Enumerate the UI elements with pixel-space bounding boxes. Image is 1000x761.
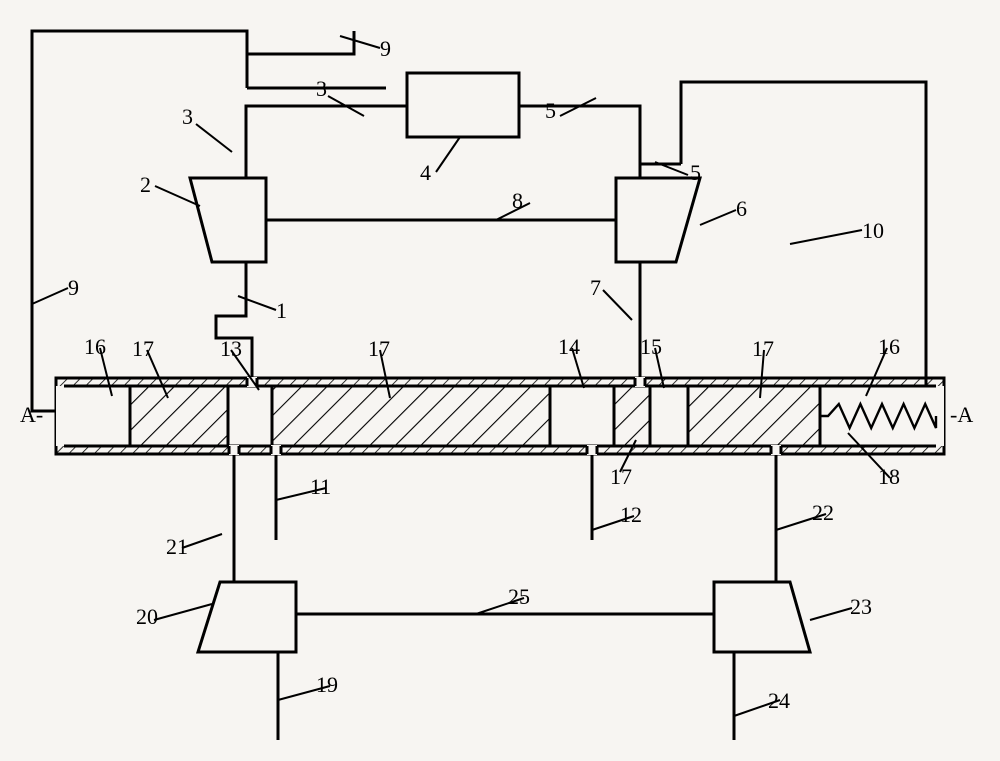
schematic-svg	[0, 0, 1000, 761]
label-n2: 2	[140, 172, 151, 198]
label-n1: 1	[276, 298, 287, 324]
label-n5a: 5	[545, 98, 556, 124]
label-n7: 7	[590, 275, 601, 301]
label-n21: 21	[166, 534, 188, 560]
label-n16b: 16	[878, 334, 900, 360]
label-n12: 12	[620, 502, 642, 528]
label-n11: 11	[310, 474, 331, 500]
label-n8: 8	[512, 188, 523, 214]
label-n5b: 5	[690, 160, 701, 186]
label-n6: 6	[736, 196, 747, 222]
label-n3b: 3	[316, 76, 327, 102]
label-n10: 10	[862, 218, 884, 244]
label-n3a: 3	[182, 104, 193, 130]
label-n13: 13	[220, 336, 242, 362]
label-n18: 18	[878, 464, 900, 490]
label-n9a: 9	[380, 36, 391, 62]
diagram-canvas: 1233455678991011121314151616171717171819…	[0, 0, 1000, 761]
section-mark-left: A-	[20, 402, 43, 428]
label-n14: 14	[558, 334, 580, 360]
label-n16a: 16	[84, 334, 106, 360]
label-n19: 19	[316, 672, 338, 698]
label-n24: 24	[768, 688, 790, 714]
label-n22: 22	[812, 500, 834, 526]
section-mark-right: -A	[950, 402, 973, 428]
label-n17c: 17	[610, 464, 632, 490]
label-n4: 4	[420, 160, 431, 186]
label-n20: 20	[136, 604, 158, 630]
label-n17a: 17	[132, 336, 154, 362]
label-n17d: 17	[752, 336, 774, 362]
label-n15: 15	[640, 334, 662, 360]
label-n25: 25	[508, 584, 530, 610]
label-n23: 23	[850, 594, 872, 620]
label-n9b: 9	[68, 275, 79, 301]
label-n17b: 17	[368, 336, 390, 362]
